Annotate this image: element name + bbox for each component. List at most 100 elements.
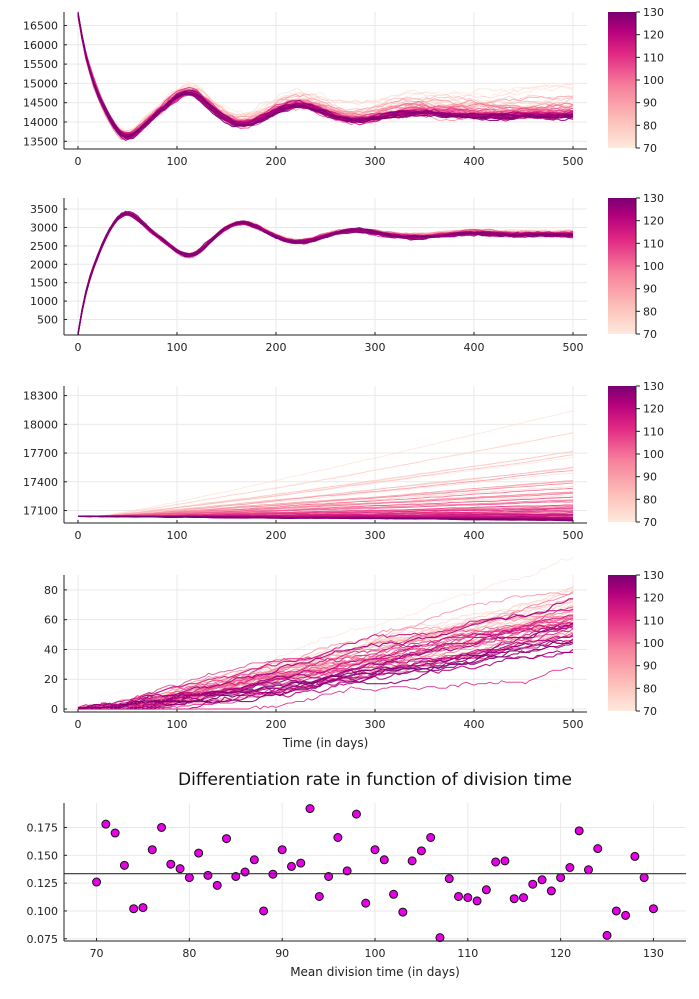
series-line [77, 212, 574, 335]
series-line [77, 211, 574, 334]
x-tick-label: 400 [464, 718, 485, 731]
scatter-point [249, 855, 259, 865]
series-line [78, 622, 574, 710]
y-tick-label: 16500 [23, 20, 58, 33]
colorbar-tick-label: 120 [643, 215, 664, 228]
series-line [78, 450, 574, 518]
y-tick-label: 15500 [23, 58, 58, 71]
y-tick-label: 17100 [23, 505, 58, 518]
colorbar-tick-label: 110 [643, 51, 664, 64]
y-tick-label: 15000 [23, 77, 58, 90]
scatter-point [565, 863, 575, 873]
colorbar-tick-label: 120 [643, 592, 664, 605]
colorbar-tick-label: 110 [643, 614, 664, 627]
panel-4: 0 100 200 300 400 500 0 20 40 60 80 Time (in days) 7… [44, 556, 664, 750]
scatter-point [528, 879, 538, 889]
colorbar-tick-label: 120 [643, 29, 664, 42]
x-tick-label: 100 [167, 155, 188, 168]
y-tick-label: 2000 [30, 258, 58, 271]
series-line [77, 13, 574, 139]
y-tick-label: 60 [44, 614, 58, 627]
y-tick-label: 18000 [23, 418, 58, 431]
y-tick-label: 20 [44, 673, 58, 686]
x-tick-label: 200 [266, 529, 287, 542]
scatter-point [184, 873, 194, 883]
scatter-point [361, 898, 371, 908]
y-tick-label: 14500 [23, 97, 58, 110]
series-line [78, 496, 574, 517]
x-tick-label: 90 [275, 947, 289, 960]
colorbar-tick-label: 70 [643, 142, 657, 155]
x-tick-label: 400 [464, 155, 485, 168]
series-line [77, 466, 574, 517]
scatter-point [546, 886, 556, 896]
scatter-point [574, 826, 584, 836]
x-tick-label: 80 [182, 947, 196, 960]
colorbar-tick-label: 110 [643, 237, 664, 250]
panel-5: 70 80 90 100 110 120 130 0.075 0.100 0.125 0.150 0.… [27, 770, 686, 979]
colorbar-tick-label: 80 [643, 119, 657, 132]
series-line [77, 592, 574, 710]
y-tick-label: 2500 [30, 240, 58, 253]
scatter-point [583, 865, 593, 875]
x-tick-label: 100 [167, 718, 188, 731]
scatter-point [314, 891, 324, 901]
series-lines [77, 11, 574, 141]
scatter-point [648, 904, 658, 914]
colorbar-tick-label: 70 [643, 328, 657, 341]
y-tick-label: 16000 [23, 39, 58, 52]
scatter-point [212, 880, 222, 890]
colorbar-tick-label: 70 [643, 516, 657, 529]
x-tick-label: 0 [75, 155, 82, 168]
y-tick-label: 40 [44, 643, 58, 656]
scatter-point [500, 856, 510, 866]
scatter-point [129, 904, 139, 914]
panel-2: 0 100 200 300 400 500 500 1000 1500 2000 2500 3000 3… [30, 192, 664, 354]
series-lines [77, 410, 574, 522]
series-line [77, 12, 574, 136]
colorbar-tick-label: 120 [643, 403, 664, 416]
scatter-point [556, 873, 566, 883]
scatter-point [398, 907, 408, 917]
scatter-point [379, 855, 389, 865]
x-tick-label: 500 [563, 718, 584, 731]
x-tick-label: 100 [167, 341, 188, 354]
scatter-point [630, 851, 640, 861]
scatter-point [138, 903, 148, 913]
colorbar-tick-label: 80 [643, 493, 657, 506]
scatter-point [175, 864, 185, 874]
colorbar-tick-label: 100 [643, 448, 664, 461]
scatter-point [463, 893, 473, 903]
y-tick-label: 80 [44, 584, 58, 597]
scatter-point [110, 828, 120, 838]
scatter-point [157, 822, 167, 832]
panel-3: 0 100 200 300 400 500 17100 17400 17700 18000 1830… [23, 380, 664, 542]
colorbar-tick-label: 90 [643, 97, 657, 110]
colorbar-tick-label: 90 [643, 660, 657, 673]
y-tick-label: 1000 [30, 295, 58, 308]
scatter-point [621, 910, 631, 920]
scatter-point [593, 844, 603, 854]
series-line [77, 639, 573, 710]
scatter-point [277, 845, 287, 855]
x-tick-label: 120 [550, 947, 571, 960]
scatter-points [92, 804, 658, 943]
x-tick-label: 110 [457, 947, 478, 960]
plot-panels: 0 100 200 300 400 500135001400014500150001550… [23, 6, 686, 979]
x-tick-label: 300 [365, 718, 386, 731]
x-tick-label: 200 [266, 718, 287, 731]
series-line [77, 12, 574, 138]
chart-title: Differentiation rate in function of divi… [178, 770, 572, 790]
colorbar-tick-label: 110 [643, 425, 664, 438]
colorbar-tick-label: 130 [643, 192, 664, 205]
scatter-point [166, 859, 176, 869]
y-tick-label: 17400 [23, 476, 58, 489]
series-line [77, 454, 574, 517]
series-line [77, 482, 574, 517]
series-line [77, 487, 574, 517]
scatter-point [351, 809, 361, 819]
y-tick-label: 0.100 [27, 905, 59, 918]
scatter-point [324, 871, 334, 881]
series-lines [77, 210, 574, 336]
